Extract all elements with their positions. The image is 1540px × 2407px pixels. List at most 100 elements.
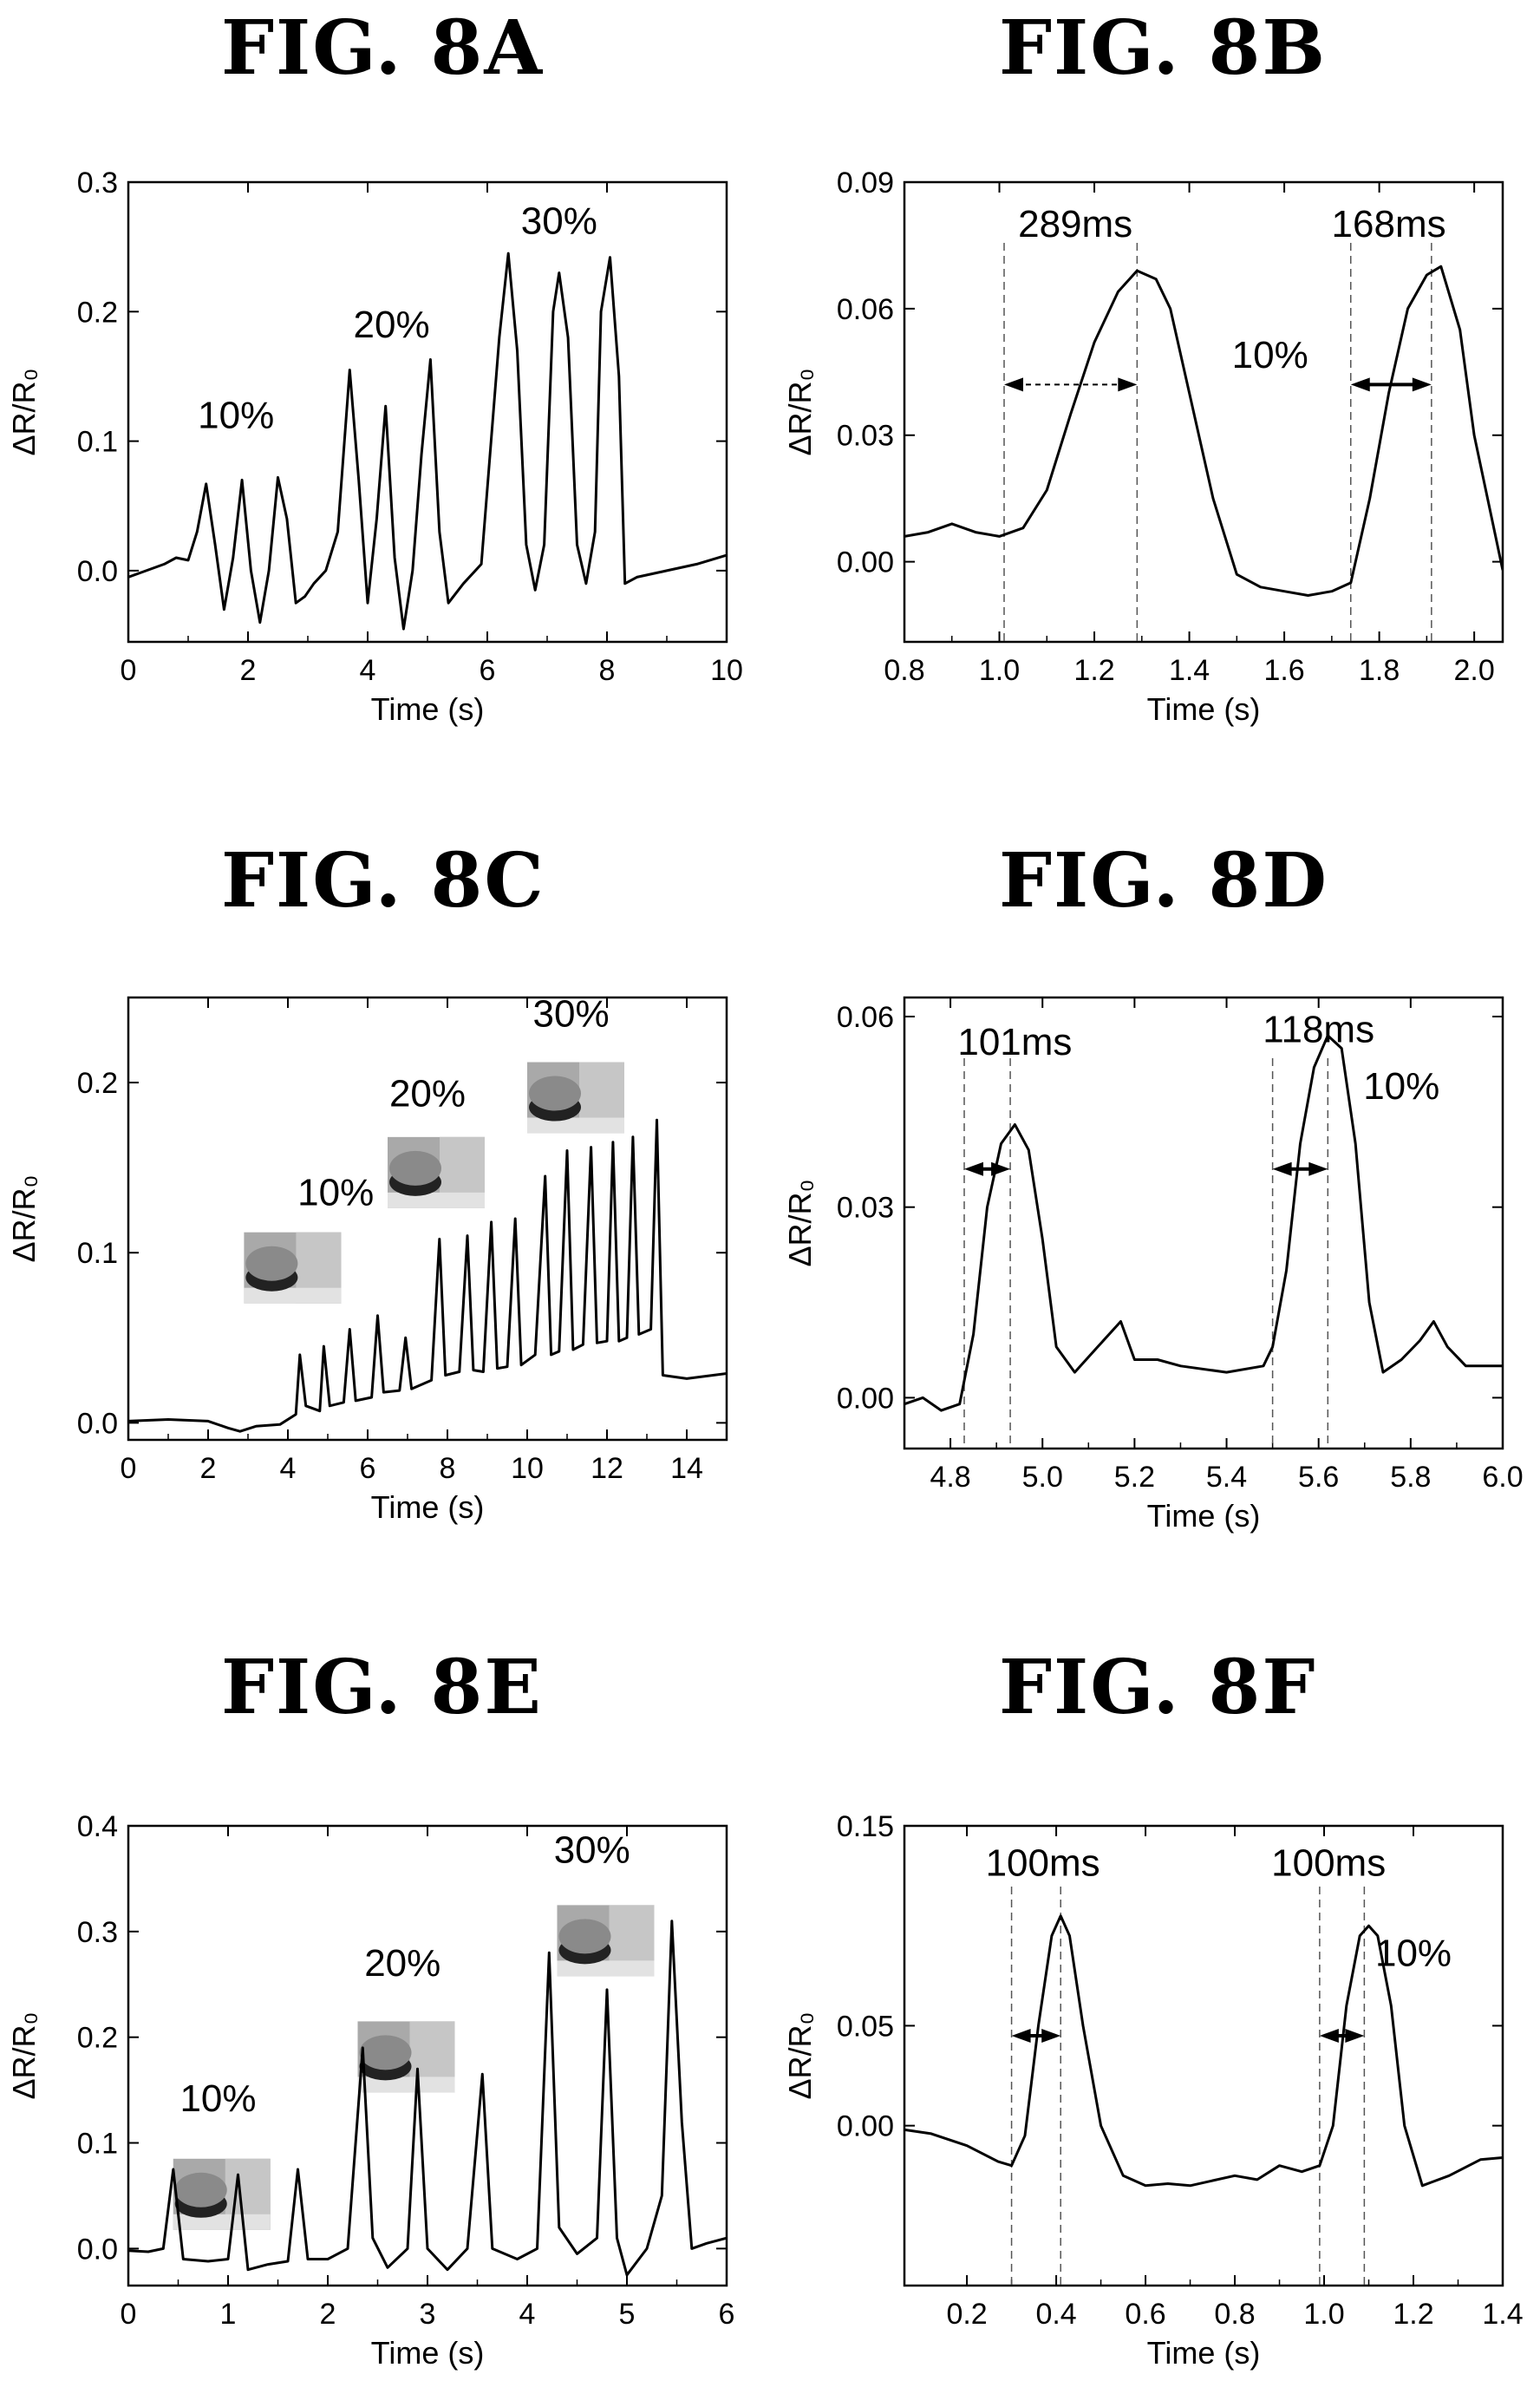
figure-title: FIG. 8B: [999, 4, 1328, 92]
y-tick-label: 0.05: [837, 2010, 894, 2043]
y-tick-label: 0.00: [837, 1382, 894, 1415]
figure-title: FIG. 8C: [221, 837, 545, 925]
annotation-label: 10%: [1232, 334, 1308, 376]
plot-frame: [903, 1824, 1504, 2287]
y-axis-label: ΔR/R₀: [782, 1180, 818, 1267]
x-tick-label: 12: [591, 1452, 623, 1485]
x-tick-label: 1.2: [1393, 2298, 1433, 2331]
x-tick-label: 5.2: [1114, 1461, 1155, 1494]
y-tick-label: 0.0: [77, 555, 118, 588]
y-axis-label: ΔR/R₀: [782, 369, 818, 456]
chart-svg: 0.2 0.4 0.6 0.8 1.0 1.2 1.4 0.00 0.05 0.15 Time (s…: [782, 1810, 1524, 2371]
duration-arrow: [964, 1161, 1011, 1176]
annotation-label: 10%: [297, 1171, 374, 1213]
figure-title: FIG. 8D: [999, 837, 1328, 925]
y-axis-label: ΔR/R₀: [6, 1175, 42, 1263]
x-tick-label: 2: [320, 2298, 336, 2331]
x-axis-label: Time (s): [371, 1489, 485, 1525]
x-tick-label: 4: [280, 1452, 297, 1485]
y-tick-label: 0.1: [77, 2128, 118, 2161]
series-line: [128, 1920, 727, 2277]
x-tick-label: 6: [360, 1452, 376, 1485]
series-line: [904, 1034, 1503, 1412]
annotation-label: 101ms: [957, 1021, 1072, 1063]
chart-svg: 4.8 5.0 5.2 5.4 5.6 5.8 6.0 0.00 0.03 0.06 Time (s…: [782, 996, 1524, 1534]
y-tick-label: 0.2: [77, 2022, 118, 2055]
x-tick-label: 14: [670, 1452, 703, 1485]
x-axis-label: Time (s): [371, 691, 485, 727]
y-tick-label: 0.2: [77, 1067, 118, 1100]
x-axis-label: Time (s): [1147, 1498, 1261, 1534]
figure-panel-8b: FIG. 8B 0.8 1.0 1.2 1.4 1.6 1.8 2.0 0.00 0.03 0.06…: [770, 0, 1540, 768]
plot-frame: [127, 996, 728, 1442]
duration-arrow: [1004, 377, 1138, 392]
x-tick-label: 5.8: [1390, 1461, 1431, 1494]
x-tick-label: 0.8: [884, 654, 924, 687]
figure-panel-8e: FIG. 8E 0 1 2 3 4 5 6 0.0 0.1 0.2 0.3 0.4 Time (s) ΔR/…: [0, 1639, 770, 2407]
annotation-label: 20%: [364, 1942, 440, 1985]
y-tick-label: 0.0: [77, 1407, 118, 1440]
chart-svg: 0 2 4 6 8 10 0.0 0.1 0.2 0.3 Time (s) ΔR/R₀ 10% 20% 30…: [6, 167, 743, 727]
series-line: [128, 1118, 727, 1433]
x-tick-label: 6: [480, 654, 496, 687]
annotation-label: 30%: [533, 992, 610, 1035]
x-tick-label: 8: [440, 1452, 456, 1485]
y-axis-label: ΔR/R₀: [6, 2012, 42, 2100]
x-tick-label: 0: [121, 2298, 137, 2331]
chart-svg: 0 2 4 6 8 10 12 14 0.0 0.1 0.2 Time (s) ΔR/R₀ 10% 20% 3…: [6, 992, 728, 1525]
x-tick-label: 5.0: [1022, 1461, 1063, 1494]
series-line: [904, 265, 1503, 597]
x-tick-label: 4.8: [930, 1461, 970, 1494]
chart-svg: 0.8 1.0 1.2 1.4 1.6 1.8 2.0 0.00 0.03 0.06 0.09 Tim…: [782, 167, 1504, 727]
x-axis-label: Time (s): [1147, 2335, 1261, 2371]
y-tick-label: 0.4: [77, 1810, 118, 1843]
annotation-label: 118ms: [1263, 1008, 1374, 1050]
sample-photo-20: [388, 1136, 485, 1208]
x-tick-label: 5.4: [1206, 1461, 1247, 1494]
y-tick-label: 0.2: [77, 296, 118, 329]
y-tick-label: 0.03: [837, 1192, 894, 1225]
sample-photo-20: [357, 2021, 455, 2093]
x-tick-label: 0.4: [1035, 2298, 1076, 2331]
annotation-label: 30%: [554, 1829, 630, 1872]
series-line: [128, 252, 727, 631]
annotation-label: 289ms: [1018, 203, 1132, 245]
figure-panel-8c: FIG. 8C 0 2 4 6 8 10 12 14 0.0 0.1 0.2 Time (s) ΔR/R₀…: [0, 833, 770, 1600]
x-tick-label: 1.8: [1359, 654, 1400, 687]
y-tick-label: 0.3: [77, 1916, 118, 1949]
chart-svg: 0 1 2 3 4 5 6 0.0 0.1 0.2 0.3 0.4 Time (s) ΔR/R₀ 10% 20…: [6, 1810, 735, 2371]
x-tick-label: 10: [511, 1452, 544, 1485]
annotation-label: 10%: [198, 395, 274, 437]
figure-panel-8a: FIG. 8A 0 2 4 6 8 10 0.0 0.1 0.2 0.3 Time (s) ΔR/R₀ 1…: [0, 0, 770, 768]
plot-frame: [903, 180, 1504, 644]
x-tick-label: 2.0: [1454, 654, 1495, 687]
annotation-label: 20%: [354, 304, 430, 346]
x-tick-label: 1.4: [1482, 2298, 1523, 2331]
figure-panel-8f: FIG. 8F 0.2 0.4 0.6 0.8 1.0 1.2 1.4 0.00 0.05 0.15…: [770, 1639, 1540, 2407]
y-axis-label: ΔR/R₀: [6, 369, 42, 456]
annotation-label: 20%: [389, 1073, 466, 1115]
y-tick-label: 0.1: [77, 1237, 118, 1270]
annotation-label: 168ms: [1332, 203, 1446, 245]
x-tick-label: 0.8: [1214, 2298, 1255, 2331]
figure-title: FIG. 8F: [999, 1644, 1317, 1731]
figure-title: FIG. 8A: [221, 4, 545, 92]
x-tick-label: 1.4: [1169, 654, 1210, 687]
annotation-label: 30%: [521, 200, 597, 243]
y-tick-label: 0.06: [837, 1001, 894, 1034]
y-tick-label: 0.00: [837, 2110, 894, 2143]
x-tick-label: 8: [599, 654, 616, 687]
x-tick-label: 0.6: [1125, 2298, 1165, 2331]
x-tick-label: 5: [619, 2298, 636, 2331]
x-tick-label: 1: [220, 2298, 237, 2331]
sample-photo-10: [173, 2158, 271, 2230]
x-tick-label: 5.6: [1298, 1461, 1339, 1494]
x-tick-label: 6: [719, 2298, 735, 2331]
y-tick-label: 0.03: [837, 420, 894, 453]
x-tick-label: 1.2: [1073, 654, 1114, 687]
y-tick-label: 0.09: [837, 167, 894, 199]
x-tick-label: 1.0: [979, 654, 1020, 687]
plot-frame: [903, 996, 1504, 1450]
annotation-label: 100ms: [986, 1842, 1100, 1885]
x-tick-label: 2: [240, 654, 257, 687]
